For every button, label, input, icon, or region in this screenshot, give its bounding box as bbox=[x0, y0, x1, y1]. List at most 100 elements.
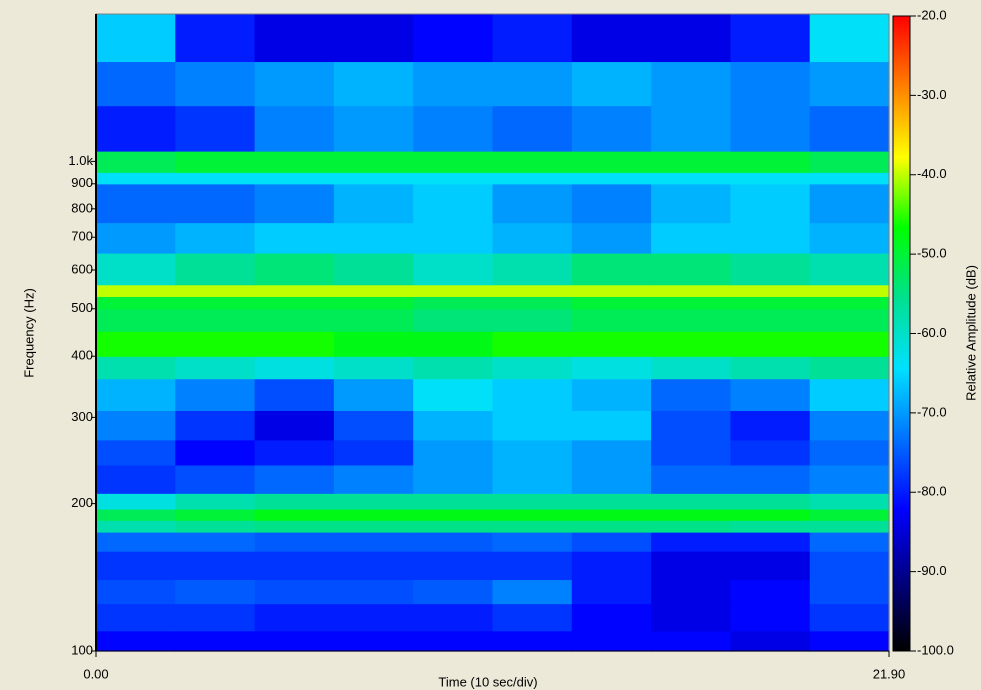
heat-cell bbox=[413, 252, 494, 286]
heat-cell bbox=[413, 532, 494, 552]
heat-cell bbox=[571, 520, 652, 533]
heat-cell bbox=[175, 252, 256, 286]
heat-cell bbox=[175, 603, 256, 632]
heat-cell bbox=[254, 630, 335, 652]
heat-cell bbox=[571, 151, 652, 173]
heat-cell bbox=[333, 579, 414, 605]
heat-cell bbox=[96, 308, 176, 332]
heat-cell bbox=[651, 151, 731, 173]
heat-cell bbox=[333, 410, 414, 441]
heat-cell bbox=[333, 331, 414, 357]
heat-cell bbox=[254, 172, 335, 185]
heat-cell bbox=[730, 105, 811, 152]
heat-cell bbox=[254, 183, 335, 224]
heat-cell bbox=[175, 356, 256, 380]
heat-cell bbox=[730, 439, 811, 466]
heat-cell bbox=[96, 603, 176, 632]
colorbar-tick-label: -40.0 bbox=[917, 166, 947, 181]
heat-cell bbox=[254, 508, 335, 521]
heat-cell bbox=[254, 331, 335, 357]
heat-cell bbox=[809, 508, 890, 521]
colorbar-tick-label: -60.0 bbox=[917, 325, 947, 340]
heat-cell bbox=[492, 493, 573, 510]
heat-cell bbox=[730, 603, 811, 632]
heat-cell bbox=[254, 378, 335, 412]
heat-cell bbox=[492, 296, 573, 310]
heat-cell bbox=[571, 172, 652, 185]
heat-cell bbox=[571, 464, 652, 494]
heat-cell bbox=[175, 410, 256, 441]
heat-cell bbox=[571, 378, 652, 412]
heat-cell bbox=[651, 14, 731, 63]
heat-cell bbox=[492, 356, 573, 380]
heat-cell bbox=[730, 579, 811, 605]
heat-cell bbox=[333, 284, 414, 297]
heat-cell bbox=[492, 183, 573, 224]
heat-cell bbox=[413, 308, 494, 332]
heat-cell bbox=[96, 331, 176, 357]
heat-cell bbox=[571, 630, 652, 652]
heat-cell bbox=[730, 151, 811, 173]
heat-cell bbox=[492, 151, 573, 173]
heat-cell bbox=[413, 14, 494, 63]
heat-cell bbox=[96, 284, 176, 297]
heat-cell bbox=[809, 308, 890, 332]
heat-cell bbox=[809, 464, 890, 494]
y-tick-label: 200 bbox=[71, 495, 93, 510]
heat-cell bbox=[730, 464, 811, 494]
heat-cell bbox=[413, 296, 494, 310]
heat-cell bbox=[492, 410, 573, 441]
heat-cell bbox=[730, 410, 811, 441]
heat-cell bbox=[809, 105, 890, 152]
y-tick-label: 800 bbox=[71, 200, 93, 215]
heat-cell bbox=[730, 331, 811, 357]
heat-cell bbox=[809, 284, 890, 297]
heat-cell bbox=[333, 356, 414, 380]
heat-cell bbox=[809, 493, 890, 510]
heat-cell bbox=[96, 222, 176, 254]
heat-cell bbox=[809, 579, 890, 605]
heat-cell bbox=[413, 520, 494, 533]
heat-cell bbox=[571, 105, 652, 152]
heat-cell bbox=[96, 464, 176, 494]
colorbar-tick-label: -30.0 bbox=[917, 87, 947, 102]
heat-cell bbox=[254, 308, 335, 332]
heat-cell bbox=[730, 222, 811, 254]
heat-cell bbox=[254, 151, 335, 173]
heat-cell bbox=[571, 493, 652, 510]
heat-cell bbox=[175, 532, 256, 552]
heat-cell bbox=[651, 508, 731, 521]
heat-cell bbox=[809, 551, 890, 581]
heat-cell bbox=[809, 630, 890, 652]
heat-cell bbox=[96, 296, 176, 310]
heat-cell bbox=[175, 464, 256, 494]
heat-cell bbox=[651, 252, 731, 286]
heat-cell bbox=[730, 508, 811, 521]
heat-cell bbox=[96, 532, 176, 552]
heat-cell bbox=[492, 439, 573, 466]
heat-cell bbox=[413, 61, 494, 107]
heat-cell bbox=[651, 296, 731, 310]
heat-cell bbox=[571, 551, 652, 581]
heat-cell bbox=[809, 61, 890, 107]
heat-cell bbox=[571, 296, 652, 310]
heat-cell bbox=[809, 183, 890, 224]
heat-cell bbox=[333, 151, 414, 173]
heat-cell bbox=[651, 410, 731, 441]
heat-cell bbox=[809, 532, 890, 552]
heat-cell bbox=[254, 105, 335, 152]
heat-cell bbox=[730, 378, 811, 412]
colorbar-label: Relative Amplitude (dB) bbox=[963, 265, 978, 401]
heat-cell bbox=[571, 222, 652, 254]
heat-cell bbox=[413, 378, 494, 412]
heat-cell bbox=[96, 172, 176, 185]
heat-cell bbox=[809, 14, 890, 63]
heat-cell bbox=[333, 493, 414, 510]
heat-cell bbox=[809, 520, 890, 533]
heat-cell bbox=[254, 296, 335, 310]
heat-cell bbox=[809, 252, 890, 286]
x-tick-label: 21.90 bbox=[873, 666, 906, 681]
heat-cell bbox=[175, 378, 256, 412]
heat-cell bbox=[333, 378, 414, 412]
